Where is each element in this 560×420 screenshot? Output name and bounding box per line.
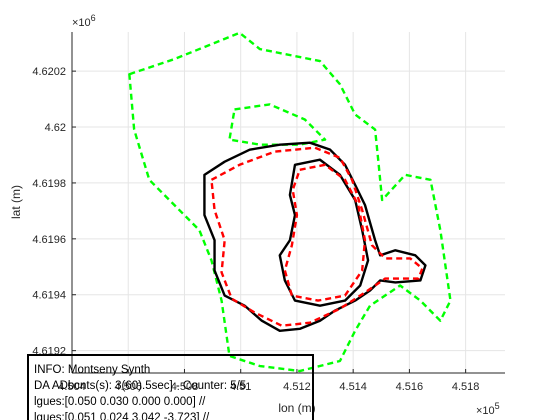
info-line: INFO: Montseny Synth xyxy=(34,364,150,376)
contour-line xyxy=(128,32,452,373)
x-axis-label: lon (m) xyxy=(278,401,315,415)
y-multiplier-exponent: 6 xyxy=(91,13,96,23)
x-multiplier: ×105 xyxy=(476,401,500,417)
info-box xyxy=(27,354,314,420)
y-tick-label: 4.6194 xyxy=(32,290,66,302)
y-tick-label: 4.6198 xyxy=(32,178,66,190)
x-tick-label: 4.512 xyxy=(283,381,311,393)
x-tick-label: 4.504 xyxy=(58,381,86,393)
y-tick-label: 4.62 xyxy=(45,122,66,134)
contour-line xyxy=(278,158,370,307)
y-axis-label: lat (m) xyxy=(9,185,23,219)
x-multiplier-base: ×10 xyxy=(476,405,495,417)
x-multiplier-exponent: 5 xyxy=(495,401,500,411)
contour-line xyxy=(228,103,327,146)
x-tick-label: 4.518 xyxy=(452,381,480,393)
plot-area xyxy=(128,32,452,373)
contour-line xyxy=(210,146,424,327)
y-multiplier-base: ×10 xyxy=(72,17,91,29)
x-tick-label: 4.506 xyxy=(114,381,142,393)
x-tick-label: 4.514 xyxy=(339,381,367,393)
y-multiplier: ×106 xyxy=(72,13,96,29)
info-line: DA ADbcnts(s): 3(60).5sec] - Counter: 5/… xyxy=(34,380,246,392)
y-tick-label: 4.6202 xyxy=(32,66,66,78)
y-tick-label: 4.6196 xyxy=(32,234,66,246)
info-line: lgues:[0.051 0.024 3.042 -3.723] // xyxy=(34,412,210,420)
x-tick-label: 4.508 xyxy=(171,381,199,393)
contour-line xyxy=(203,141,427,332)
contour-line xyxy=(283,163,367,302)
x-tick-label: 4.51 xyxy=(230,381,251,393)
x-tick-label: 4.516 xyxy=(396,381,424,393)
info-line: lgues:[0.050 0.030 0.000 0.000] // xyxy=(34,396,206,408)
